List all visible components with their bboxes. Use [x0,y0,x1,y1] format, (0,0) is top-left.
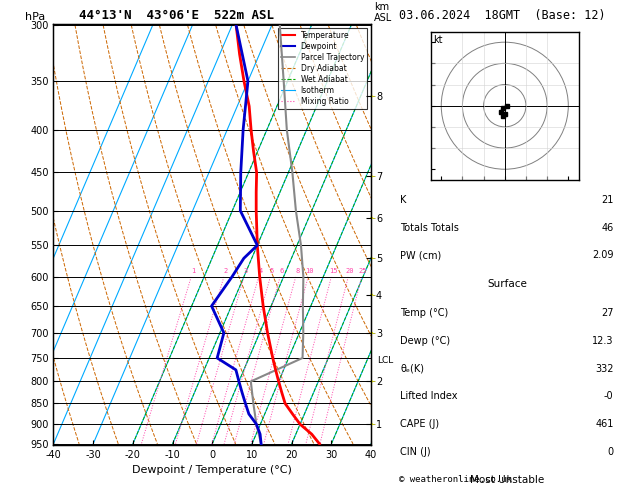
Text: PW (cm): PW (cm) [401,250,442,260]
Text: -: - [372,290,376,300]
Text: 3: 3 [243,268,248,274]
Text: 20: 20 [345,268,354,274]
Text: 03.06.2024  18GMT  (Base: 12): 03.06.2024 18GMT (Base: 12) [399,9,606,22]
Text: 0: 0 [608,447,613,457]
Text: 15: 15 [329,268,337,274]
Text: 10: 10 [306,268,314,274]
Text: 332: 332 [595,364,613,374]
Text: 6: 6 [280,268,284,274]
Text: Totals Totals: Totals Totals [401,223,459,233]
Text: 461: 461 [595,419,613,429]
Text: Most Unstable: Most Unstable [470,475,544,486]
Text: CIN (J): CIN (J) [401,447,431,457]
Text: 4: 4 [259,268,262,274]
Text: 44°13'N  43°06'E  522m ASL: 44°13'N 43°06'E 522m ASL [79,9,274,22]
Text: -: - [372,213,376,223]
Text: 12.3: 12.3 [592,336,613,346]
Text: © weatheronline.co.uk: © weatheronline.co.uk [399,474,512,484]
Text: Lifted Index: Lifted Index [401,391,458,401]
Text: -: - [372,328,376,338]
Text: 21: 21 [601,195,613,205]
Text: 1: 1 [191,268,195,274]
Text: -: - [372,172,376,181]
Text: 46: 46 [601,223,613,233]
Text: CAPE (J): CAPE (J) [401,419,440,429]
Text: Surface: Surface [487,279,527,289]
Text: kt: kt [433,35,443,45]
Text: km
ASL: km ASL [374,2,392,23]
Text: -: - [372,419,376,429]
X-axis label: Dewpoint / Temperature (°C): Dewpoint / Temperature (°C) [132,465,292,475]
Text: -: - [372,91,376,102]
Text: Dewp (°C): Dewp (°C) [401,336,450,346]
Text: 25: 25 [359,268,367,274]
Text: θₑ(K): θₑ(K) [401,364,425,374]
Text: 2: 2 [223,268,228,274]
Text: LCL: LCL [377,356,394,365]
Text: 8: 8 [295,268,299,274]
Text: -: - [372,253,376,263]
Legend: Temperature, Dewpoint, Parcel Trajectory, Dry Adiabat, Wet Adiabat, Isotherm, Mi: Temperature, Dewpoint, Parcel Trajectory… [278,28,367,109]
Text: 2.09: 2.09 [592,250,613,260]
Text: 27: 27 [601,308,613,318]
Text: K: K [401,195,407,205]
Text: Temp (°C): Temp (°C) [401,308,448,318]
Text: 5: 5 [270,268,274,274]
Text: hPa: hPa [25,12,45,22]
Text: -: - [372,377,376,386]
Text: -0: -0 [604,391,613,401]
